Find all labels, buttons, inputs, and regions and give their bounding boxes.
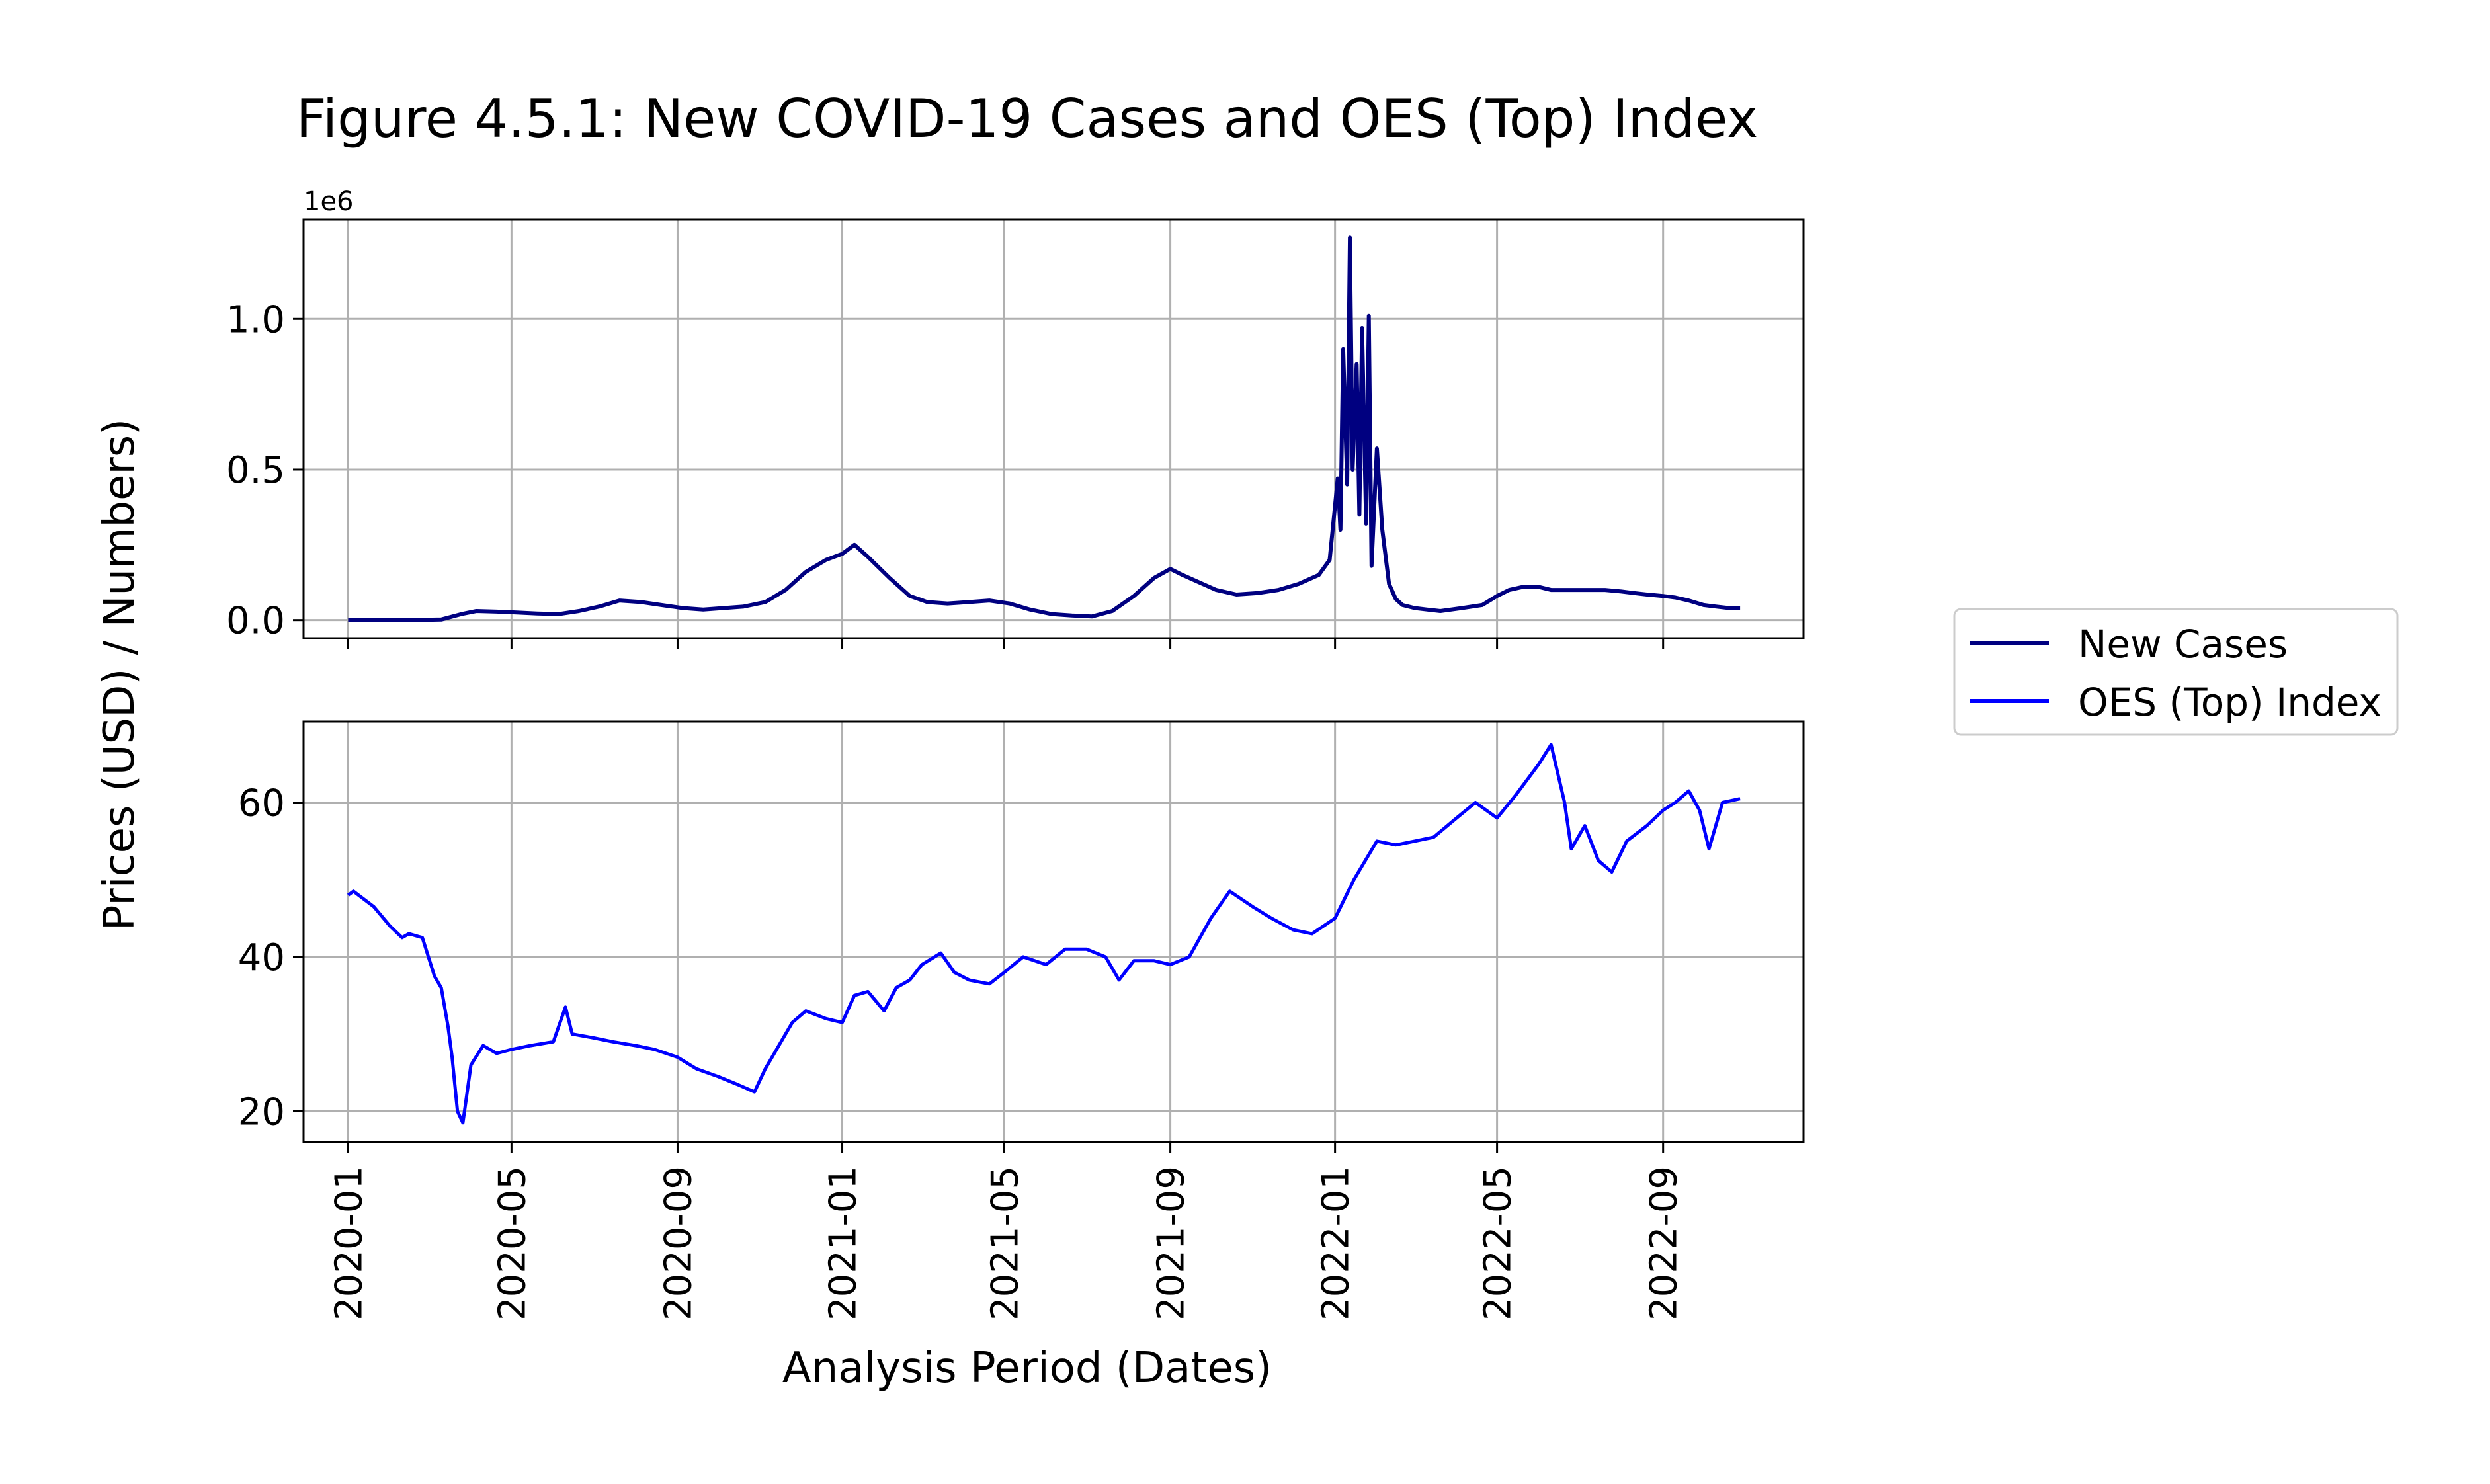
legend-box [1953,608,2399,736]
x-tick-label: 2020-05 [491,1166,534,1321]
top-x-ticks [347,638,1665,649]
x-tick-label: 2022-09 [1643,1166,1686,1321]
y-tick-label: 40 [238,936,285,979]
x-axis-label: Analysis Period (Dates) [782,1344,1272,1393]
top-axes-frame [302,218,1805,639]
legend-label-new-cases: New Cases [2078,622,2288,667]
top-y-ticks: 0.0 0.5 1.0 [226,298,304,643]
legend: New Cases OES (Top) Index [1953,608,2399,736]
x-tick-label: 2022-05 [1477,1166,1520,1321]
y-tick-label: 0.5 [226,449,285,492]
x-tick-label: 2021-01 [822,1166,865,1321]
x-tick-label: 2021-05 [983,1166,1026,1321]
new-cases-line [348,235,1741,622]
bottom-grid [304,721,1804,1142]
y-axis-label: Prices (USD) / Numbers) [95,419,144,930]
oes-index-panel: 20 40 60 2020-01 2020-05 2020-09 2021-01 2021-… [238,720,1805,1321]
x-tick-label: 2022-01 [1315,1166,1358,1321]
bottom-y-ticks: 20 40 60 [238,782,304,1134]
y-tick-label: 20 [238,1091,285,1134]
y-tick-label: 60 [238,782,285,825]
legend-label-oes-index: OES (Top) Index [2078,680,2382,725]
bottom-axes-frame [302,720,1805,1143]
x-tick-label: 2021-09 [1150,1166,1193,1321]
new-cases-panel: 0.0 0.5 1.0 1e6 [226,186,1805,649]
legend-entry-oes-index: OES (Top) Index [1970,680,2382,725]
x-tick-label: 2020-01 [327,1166,370,1321]
y-tick-label: 1.0 [226,298,285,341]
x-tick-label: 2020-09 [657,1166,700,1321]
chart-title: Figure 4.5.1: New COVID-19 Cases and OES… [296,88,1759,149]
bottom-x-ticks: 2020-01 2020-05 2020-09 2021-01 2021-05 2021-… [327,1142,1686,1321]
y-tick-label: 0.0 [226,600,285,643]
legend-entry-new-cases: New Cases [1970,622,2288,667]
y-offset-label: 1e6 [304,186,354,217]
top-grid [304,220,1804,638]
oes-index-line [347,743,1741,1125]
